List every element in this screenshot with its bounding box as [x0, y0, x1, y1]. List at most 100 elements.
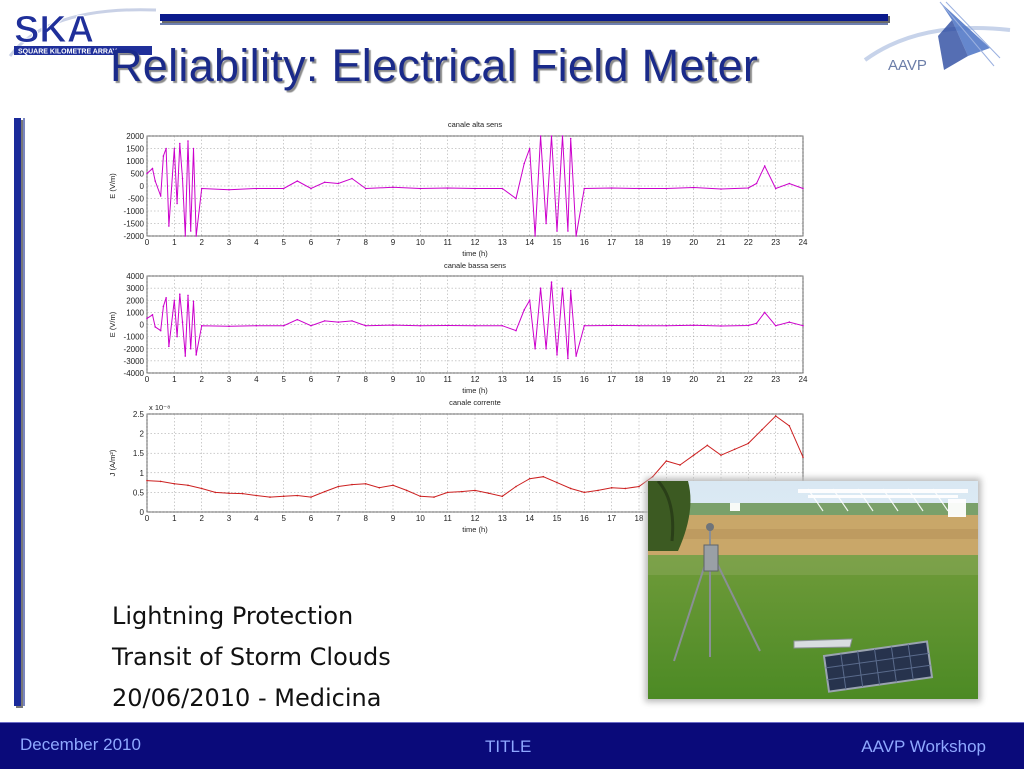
y-tick-label: 0.5: [133, 488, 145, 497]
series-point: [173, 299, 176, 302]
y-tick-label: -1000: [124, 207, 145, 216]
left-accent-bar: [14, 118, 21, 706]
series-point: [523, 309, 525, 311]
series-point: [550, 135, 553, 137]
series-point: [561, 135, 564, 137]
series-point: [323, 181, 326, 184]
series-point: [419, 495, 422, 498]
series-point: [487, 492, 490, 494]
series-point: [200, 487, 203, 490]
x-tick-label: 13: [498, 514, 507, 523]
series-point: [151, 314, 154, 316]
x-tick-label: 12: [471, 514, 480, 523]
x-tick-label: 8: [363, 238, 368, 247]
series-point: [575, 235, 577, 237]
series-point: [189, 347, 192, 350]
x-tick-label: 19: [662, 238, 671, 247]
series-point: [337, 485, 340, 488]
series-point: [187, 294, 189, 297]
x-tick-label: 22: [744, 375, 753, 384]
series-point: [176, 202, 178, 205]
series-point: [159, 195, 162, 197]
series-point: [638, 324, 640, 327]
x-tick-label: 1: [172, 514, 177, 523]
series-point: [515, 197, 517, 200]
x-tick-label: 14: [525, 514, 534, 523]
series-point: [146, 479, 148, 482]
x-axis-label: time (h): [462, 386, 488, 395]
series-point: [310, 324, 312, 327]
chart-panel-1: [146, 135, 804, 237]
series-point: [337, 321, 340, 323]
x-tick-label: 19: [662, 375, 671, 384]
y-tick-label: -500: [128, 195, 145, 204]
x-tick-label: 16: [580, 238, 589, 247]
series-point: [159, 480, 162, 483]
series-point: [173, 147, 176, 150]
y-tick-label: 1.5: [133, 449, 145, 458]
x-tick-label: 7: [336, 238, 341, 247]
series-point: [788, 321, 791, 323]
series-point: [665, 324, 668, 327]
series-point: [187, 484, 189, 487]
series-point: [755, 322, 758, 325]
series-point: [282, 324, 285, 327]
series-point: [179, 142, 181, 145]
caption-line-2: Transit of Storm Clouds: [112, 643, 391, 671]
x-tick-label: 14: [525, 375, 534, 384]
x-tick-label: 4: [254, 238, 259, 247]
series-point: [802, 324, 804, 327]
x-tick-label: 4: [254, 514, 259, 523]
y-tick-label: 0: [140, 508, 145, 517]
x-tick-label: 24: [799, 375, 808, 384]
x-tick-label: 14: [525, 238, 534, 247]
series-point: [528, 299, 531, 302]
x-tick-label: 3: [227, 238, 232, 247]
series-point: [189, 230, 192, 232]
series-point: [282, 187, 285, 190]
series-point: [296, 494, 299, 497]
series-point: [802, 456, 804, 458]
series-point: [460, 490, 463, 493]
series-point: [528, 147, 531, 150]
photo-caption: Lightning Protection Transit of Storm Cl…: [112, 596, 391, 719]
x-tick-label: 9: [391, 238, 396, 247]
y-tick-label: 2: [140, 430, 145, 439]
series-point: [567, 357, 569, 360]
series-point: [296, 180, 299, 182]
x-tick-label: 18: [635, 514, 644, 523]
series-point: [501, 324, 504, 327]
series-point: [747, 187, 750, 189]
series-point: [610, 187, 613, 189]
x-tick-label: 0: [145, 375, 150, 384]
y-tick-label: 1500: [126, 145, 144, 154]
series-point: [556, 354, 558, 356]
series-point: [692, 186, 695, 189]
y-tick-label: -1000: [124, 333, 145, 342]
series-point: [214, 491, 217, 494]
series-point: [665, 460, 668, 462]
ska-logo: SKA SQUARE KILOMETRE ARRAY: [8, 8, 157, 57]
x-tick-label: 3: [227, 375, 232, 384]
series-point: [720, 454, 722, 456]
x-tick-label: 1: [172, 238, 177, 247]
series-point: [162, 305, 165, 308]
x-tick-label: 10: [416, 375, 425, 384]
x-tick-label: 16: [580, 375, 589, 384]
caption-line-3: 20/06/2010 - Medicina: [112, 684, 382, 712]
footer-event: AAVP Workshop: [861, 737, 986, 756]
y-axis-label: J (A/m²): [108, 449, 117, 476]
series-point: [151, 167, 154, 170]
y-scale-label: x 10⁻⁸: [149, 403, 170, 412]
series-point: [788, 182, 791, 185]
x-tick-label: 3: [227, 514, 232, 523]
series-point: [755, 182, 758, 185]
series-point: [528, 477, 531, 480]
x-tick-label: 6: [309, 514, 314, 523]
field-meter-photo: [648, 481, 978, 699]
series-point: [523, 162, 525, 165]
series-point: [651, 475, 654, 478]
x-tick-label: 24: [799, 238, 808, 247]
x-tick-label: 10: [416, 238, 425, 247]
